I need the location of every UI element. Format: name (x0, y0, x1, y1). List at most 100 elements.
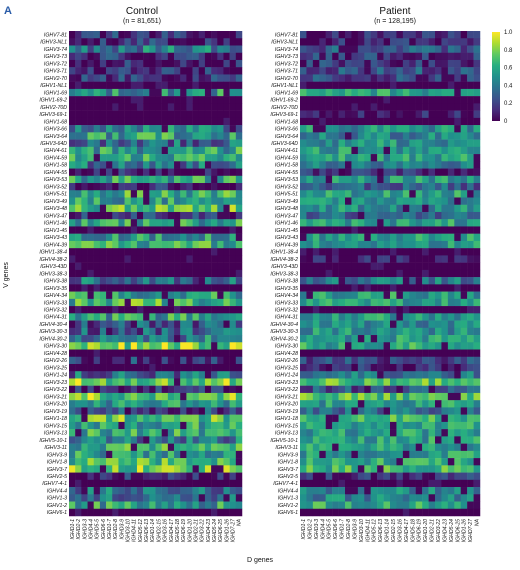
heatmap-cell (192, 400, 199, 408)
heatmap-cell (106, 211, 113, 220)
heatmap-cell (338, 320, 346, 329)
heatmap-cell (454, 284, 461, 292)
heatmap-cell (180, 38, 187, 46)
heatmap-cell (87, 117, 94, 126)
heatmap-cell (235, 508, 243, 517)
heatmap-cell (75, 371, 82, 379)
heatmap-cell (192, 429, 199, 437)
heatmap-cell (415, 400, 423, 408)
heatmap-cell (211, 356, 218, 365)
heatmap-cell (441, 407, 449, 415)
heatmap-cell (186, 52, 193, 61)
heatmap-cell (106, 335, 113, 343)
heatmap-cell (422, 378, 429, 386)
heatmap-cell (106, 88, 113, 97)
heatmap-cell (149, 349, 156, 357)
heatmap-cell (118, 313, 125, 321)
heatmap-cell (364, 306, 371, 314)
heatmap-cell (447, 378, 455, 386)
heatmap-cell (211, 284, 218, 292)
heatmap-cell (87, 52, 94, 61)
heatmap-cell (186, 248, 193, 256)
heatmap-cell (211, 154, 218, 162)
heatmap-cell (338, 146, 346, 155)
heatmap-cell (167, 320, 175, 329)
heatmap-cell (180, 52, 187, 61)
heatmap-cell (106, 487, 113, 495)
heatmap-cell (332, 414, 339, 423)
heatmap-cell (415, 277, 423, 285)
heatmap-cell (186, 436, 193, 444)
heatmap-cell (204, 45, 212, 53)
heatmap-cell (422, 501, 429, 510)
heatmap-cell (99, 436, 107, 444)
heatmap-cell (69, 269, 76, 278)
heatmap-cell (383, 421, 391, 430)
heatmap-cell (435, 414, 442, 423)
heatmap-cell (167, 31, 175, 39)
heatmap-cell (396, 450, 404, 459)
heatmap-cell (136, 45, 144, 53)
heatmap-cell (211, 240, 218, 249)
heatmap-cell (370, 59, 378, 68)
heatmap-cell (312, 298, 320, 307)
heatmap-cell (69, 154, 76, 162)
heatmap-cell (467, 277, 474, 285)
heatmap-cell (312, 342, 320, 350)
heatmap-cell (409, 226, 416, 234)
heatmap-cell (192, 226, 199, 234)
heatmap-cell (390, 298, 397, 307)
heatmap-cell (69, 74, 76, 82)
heatmap-cell (319, 190, 326, 198)
heatmap-cell (130, 291, 138, 300)
heatmap-cell (75, 450, 82, 459)
heatmap-cell (370, 132, 378, 140)
v-gene-label: IGHV3-66 (44, 127, 67, 133)
heatmap-cell (370, 110, 378, 119)
heatmap-cell (447, 501, 455, 510)
heatmap-cell (447, 132, 455, 140)
heatmap-cell (149, 168, 156, 177)
heatmap-cell (87, 349, 94, 357)
heatmap-cell (415, 269, 423, 278)
heatmap-cell (211, 269, 218, 278)
heatmap-cell (345, 298, 352, 307)
heatmap-cell (409, 400, 416, 408)
colorbar (492, 32, 500, 121)
heatmap-cell (383, 443, 391, 452)
heatmap-cell (130, 284, 138, 292)
heatmap-cell (390, 472, 397, 481)
heatmap-cell (409, 313, 416, 321)
heatmap-cell (370, 356, 378, 365)
heatmap-cell (93, 494, 101, 502)
heatmap-cell (149, 45, 156, 53)
heatmap-cell (467, 248, 474, 256)
heatmap-cell (112, 52, 119, 61)
heatmap-cell (143, 197, 150, 205)
heatmap-cell (370, 436, 378, 444)
heatmap-cell (149, 291, 156, 300)
v-gene-label: IGHV4-61 (275, 148, 298, 154)
heatmap-cell (112, 363, 119, 372)
heatmap-cell (447, 139, 455, 148)
heatmap-cell (235, 204, 243, 213)
heatmap-cell (136, 298, 144, 307)
heatmap-cell (396, 313, 404, 321)
heatmap-cell (383, 313, 391, 321)
heatmap-cell (161, 81, 169, 90)
heatmap-cell (325, 421, 333, 430)
heatmap-cell (136, 429, 144, 437)
v-gene-label: IGHV3-25 (275, 365, 298, 371)
heatmap-cell (87, 262, 94, 271)
heatmap-cell (99, 219, 107, 227)
heatmap-cell (435, 479, 442, 488)
heatmap-cell (180, 125, 187, 133)
heatmap-cell (69, 407, 76, 415)
heatmap-cell (396, 342, 404, 350)
heatmap-cell (136, 501, 144, 510)
heatmap-cell (422, 494, 429, 502)
heatmap-cell (118, 269, 125, 278)
heatmap-cell (69, 291, 76, 300)
heatmap-cell (99, 110, 107, 119)
heatmap-cell (211, 96, 218, 104)
